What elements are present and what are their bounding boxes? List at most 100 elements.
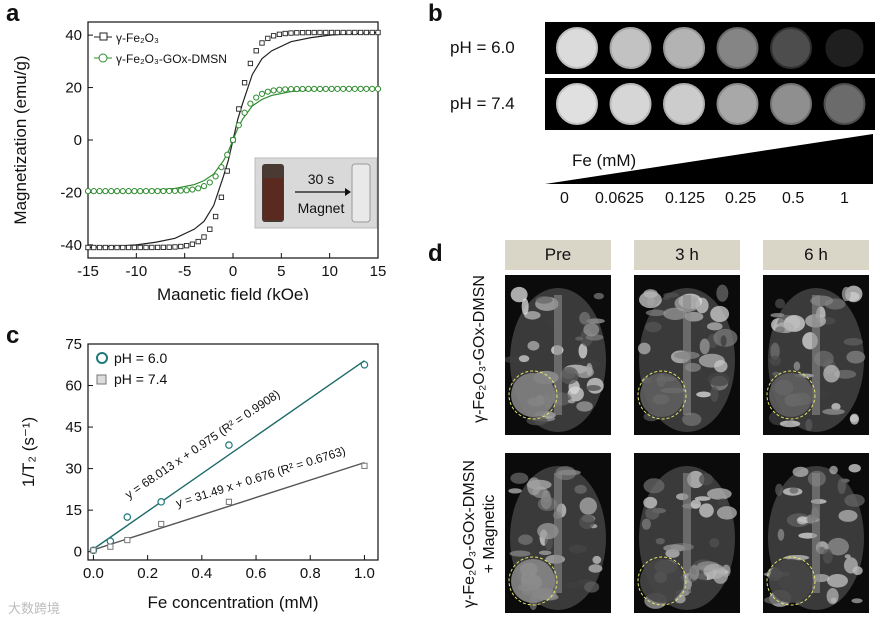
mri-tissue	[769, 355, 782, 366]
mri-header-3h: 3 h	[634, 240, 740, 270]
data-point	[241, 80, 248, 86]
mri-tissue	[588, 564, 603, 573]
data-point	[369, 29, 375, 36]
mri-tissue	[579, 497, 597, 515]
phantom-rim	[823, 27, 866, 69]
mri-scan-row1-6h	[763, 275, 869, 435]
y-tick-label: 20	[65, 80, 82, 97]
concentration-label: 0.25	[725, 190, 757, 207]
phantom-row-label-ph60: pH = 6.0	[450, 38, 515, 57]
mri-header-6h: 6 h	[763, 240, 869, 270]
mri-tissue	[838, 509, 858, 522]
phantom-rim	[609, 83, 652, 125]
mri-scan-row1-3h	[634, 275, 740, 435]
data-point	[154, 187, 161, 195]
mri-tissue	[694, 496, 711, 501]
tumor-outline	[508, 556, 558, 606]
x-tick-label: 0	[229, 263, 237, 280]
phantom-well	[717, 28, 758, 68]
mri-image-6h-row1	[763, 275, 869, 435]
arrow-head	[345, 188, 351, 196]
data-point	[357, 29, 364, 36]
fe-gradient-wedge	[545, 134, 873, 184]
concentration-label: 0	[560, 190, 569, 207]
panel-d-letter: d	[428, 240, 443, 267]
data-point	[113, 188, 121, 195]
phantom-rim	[556, 83, 598, 125]
phantom-well	[557, 28, 597, 68]
tumor-outline	[637, 556, 687, 606]
data-point	[361, 462, 368, 469]
y-tick-label: 0	[74, 132, 82, 149]
data-point	[360, 360, 369, 369]
phantom-well	[610, 84, 651, 124]
mri-tissue	[645, 321, 662, 333]
data-point	[125, 244, 132, 251]
fit-line	[93, 461, 365, 551]
x-tick-label: -10	[125, 263, 147, 280]
mri-image-pre-row2	[505, 453, 611, 613]
data-point	[201, 234, 207, 240]
data-point	[317, 29, 323, 36]
mri-tissue	[703, 563, 726, 580]
mri-tissue	[655, 537, 665, 545]
mri-row2-label-line2: + Magnetic	[481, 494, 498, 574]
mri-tissue	[579, 514, 595, 530]
tumor-outline	[766, 370, 816, 420]
mri-tissue	[779, 420, 801, 428]
data-point	[131, 188, 138, 195]
y-tick-label: -20	[60, 184, 82, 201]
data-point	[235, 122, 242, 129]
data-point	[90, 547, 97, 554]
concentration-label: 0.125	[665, 190, 706, 207]
concentration-label: 0.0625	[595, 190, 644, 207]
concentration-label: 0.5	[782, 190, 805, 207]
data-point	[224, 168, 230, 174]
phantom-well	[664, 84, 704, 124]
mri-tissue	[699, 338, 710, 355]
x-tick-label: 0.8	[300, 565, 321, 582]
mri-spine	[812, 473, 820, 593]
data-point	[357, 85, 364, 92]
mri-tissue	[714, 359, 728, 373]
data-point	[241, 109, 248, 116]
mri-tissue	[822, 408, 845, 415]
mri-tissue	[709, 538, 720, 548]
tumor	[511, 373, 555, 417]
data-point	[363, 85, 370, 92]
mri-tissue	[831, 402, 841, 411]
concentration-tick-labels: 0 0.0625 0.125 0.25 0.5 1	[545, 190, 875, 210]
data-point	[293, 85, 300, 93]
y-axis-label: Magnetization (emu/g)	[11, 55, 30, 224]
data-point	[236, 106, 242, 112]
data-point	[114, 244, 120, 251]
panel-a-chart: -15 -10 -5 0 5 10 15 40 20 0 -20 -40 Magnetic field …	[11, 21, 386, 300]
legend-marker	[99, 32, 108, 41]
phantom-rim	[716, 27, 759, 69]
data-point	[96, 188, 103, 195]
data-point	[107, 543, 114, 550]
x-tick-label: 0.0	[83, 565, 104, 582]
concentration-label: 1	[840, 190, 849, 207]
data-point	[375, 29, 381, 36]
mri-tissue	[837, 478, 846, 495]
tumor	[640, 373, 684, 417]
mri-spine	[683, 295, 691, 415]
panel-c-letter: c	[6, 322, 20, 349]
data-point	[258, 90, 266, 97]
mri-tissue	[575, 336, 584, 341]
data-point	[299, 85, 306, 93]
mri-tissue	[830, 597, 837, 603]
data-point	[345, 85, 353, 92]
data-point	[166, 187, 173, 195]
phantom-rim	[556, 27, 598, 69]
mri-tissue	[547, 318, 556, 327]
mri-tissue	[793, 361, 801, 371]
y-tick-label: 15	[65, 502, 82, 519]
phantom-rim	[663, 83, 705, 125]
data-point	[351, 85, 358, 92]
data-point	[158, 520, 165, 528]
data-point	[183, 243, 190, 249]
data-point	[328, 85, 335, 92]
data-point	[137, 244, 143, 251]
